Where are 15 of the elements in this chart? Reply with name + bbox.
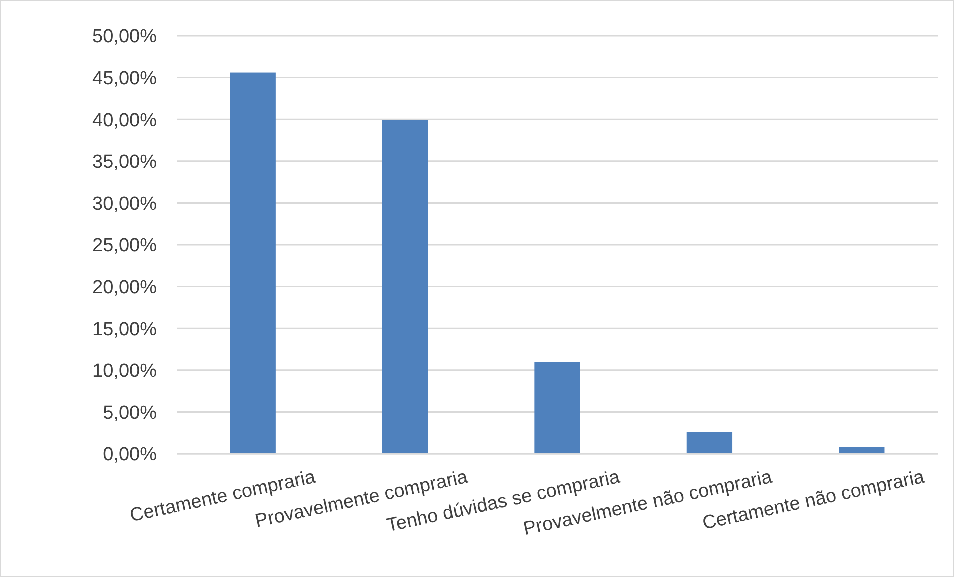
bar <box>686 432 733 454</box>
y-tick-label: 0,00% <box>103 444 158 466</box>
y-tick-label: 10,00% <box>92 361 158 382</box>
y-tick-label: 50,00% <box>92 26 158 48</box>
y-tick-label: 35,00% <box>92 152 158 174</box>
y-tick-label: 20,00% <box>92 277 158 298</box>
y-tick-label: 30,00% <box>92 194 158 215</box>
y-tick-label: 45,00% <box>92 68 158 90</box>
y-tick-label: 40,00% <box>92 110 158 132</box>
bar <box>230 72 276 454</box>
bar <box>382 120 428 454</box>
y-tick-label: 25,00% <box>92 236 158 257</box>
y-tick-label: 5,00% <box>103 402 158 424</box>
bar <box>534 362 580 454</box>
y-tick-label: 15,00% <box>92 319 158 340</box>
